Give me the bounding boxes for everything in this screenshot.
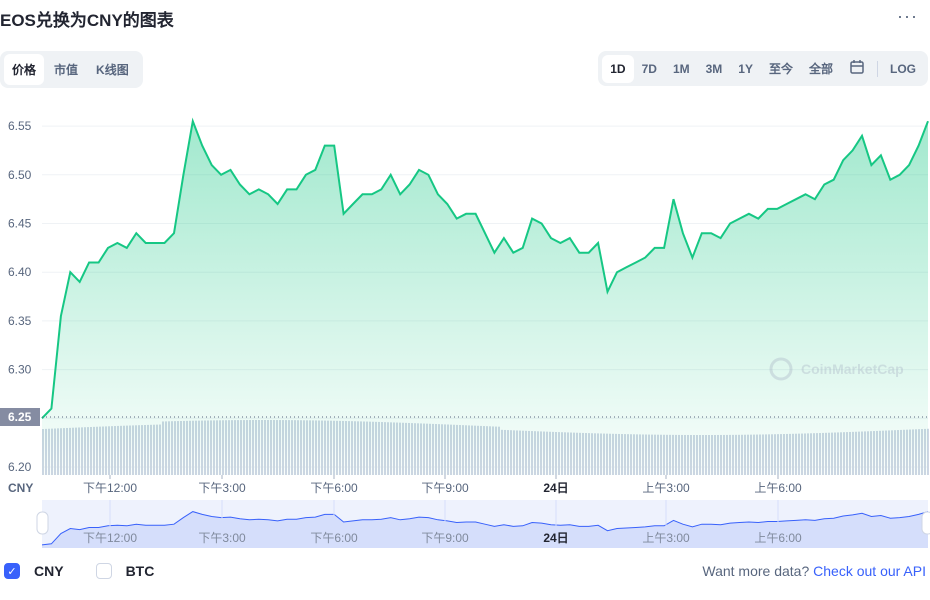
legend-cny-label: CNY: [34, 563, 64, 579]
navigator-right-handle[interactable]: [921, 511, 930, 535]
range-1d[interactable]: 1D: [602, 54, 634, 83]
api-link[interactable]: Check out our API: [813, 563, 926, 579]
range-selector: 1D 7D 1M 3M 1Y 至今 全部 LOG: [598, 51, 928, 86]
y-tick-label: 6.45: [8, 217, 32, 231]
range-1y[interactable]: 1Y: [738, 61, 753, 76]
range-ytd[interactable]: 至今: [768, 62, 793, 76]
navigator-tick-label: 下午12:00: [83, 531, 137, 545]
current-price-label: 6.25: [8, 410, 32, 424]
navigator-tick-label: 上午3:00: [642, 531, 690, 545]
y-tick-label: 6.50: [8, 168, 32, 182]
navigator-area: [42, 511, 928, 548]
x-tick-label: 下午12:00: [83, 481, 137, 495]
x-tick-label: 下午6:00: [310, 481, 358, 495]
btc-checkbox[interactable]: [95, 563, 112, 579]
watermark-logo: CoinMarketCap: [769, 357, 904, 381]
current-price-marker: [0, 408, 40, 426]
y-tick-label: 6.20: [8, 460, 32, 474]
x-tick-label: 下午9:00: [421, 481, 469, 495]
more-data: Want more data? Check out our API: [702, 563, 926, 579]
tab-candlestick[interactable]: K线图: [96, 63, 129, 77]
y-tick-label: 6.40: [8, 265, 32, 279]
divider: [877, 60, 878, 77]
navigator-tick-label: 下午6:00: [310, 531, 358, 545]
navigator-tick-label: 下午3:00: [198, 531, 246, 545]
price-line: [41, 117, 929, 419]
x-tick-label: 下午3:00: [198, 481, 246, 495]
range-7d[interactable]: 7D: [641, 61, 657, 76]
x-tick-label: 24日: [543, 481, 568, 495]
price-area: [42, 121, 928, 475]
calendar-icon[interactable]: [841, 52, 873, 85]
page-title: EOS兑换为CNY的图表: [0, 11, 174, 30]
price-chart[interactable]: 6.25 6.20 6.30 6.35 6.40 6.45 6.50 6.55 CNY 下午…: [0, 0, 930, 560]
svg-text:CoinMarketCap: CoinMarketCap: [801, 361, 904, 377]
x-tick-label: 上午6:00: [754, 481, 802, 495]
tab-price[interactable]: 价格: [4, 54, 45, 85]
x-tick-label: 上午3:00: [642, 481, 690, 495]
navigator-tick-label: 24日: [543, 531, 568, 545]
range-all[interactable]: 全部: [808, 62, 833, 76]
legend: ✓ CNY BTC: [4, 563, 154, 579]
y-tick-label: 6.35: [8, 314, 32, 328]
y-tick-label: 6.30: [8, 363, 32, 377]
legend-btc-label: BTC: [125, 563, 155, 579]
log-toggle[interactable]: LOG: [890, 61, 916, 76]
tab-market-cap[interactable]: 市值: [54, 63, 79, 77]
more-data-text: Want more data?: [702, 563, 810, 579]
range-1m[interactable]: 1M: [672, 61, 690, 76]
navigator-tick-label: 下午9:00: [421, 531, 469, 545]
currency-axis-label: CNY: [8, 481, 33, 495]
navigator-line: [41, 511, 929, 546]
range-3m[interactable]: 3M: [705, 61, 723, 76]
navigator-tick-label: 上午6:00: [754, 531, 802, 545]
navigator-left-handle[interactable]: [36, 511, 49, 535]
y-tick-label: 6.55: [8, 119, 32, 133]
view-tabs: 价格 市值 K线图: [0, 51, 143, 88]
ellipsis-icon[interactable]: ···: [897, 6, 918, 26]
cny-checkbox[interactable]: ✓: [4, 563, 20, 579]
